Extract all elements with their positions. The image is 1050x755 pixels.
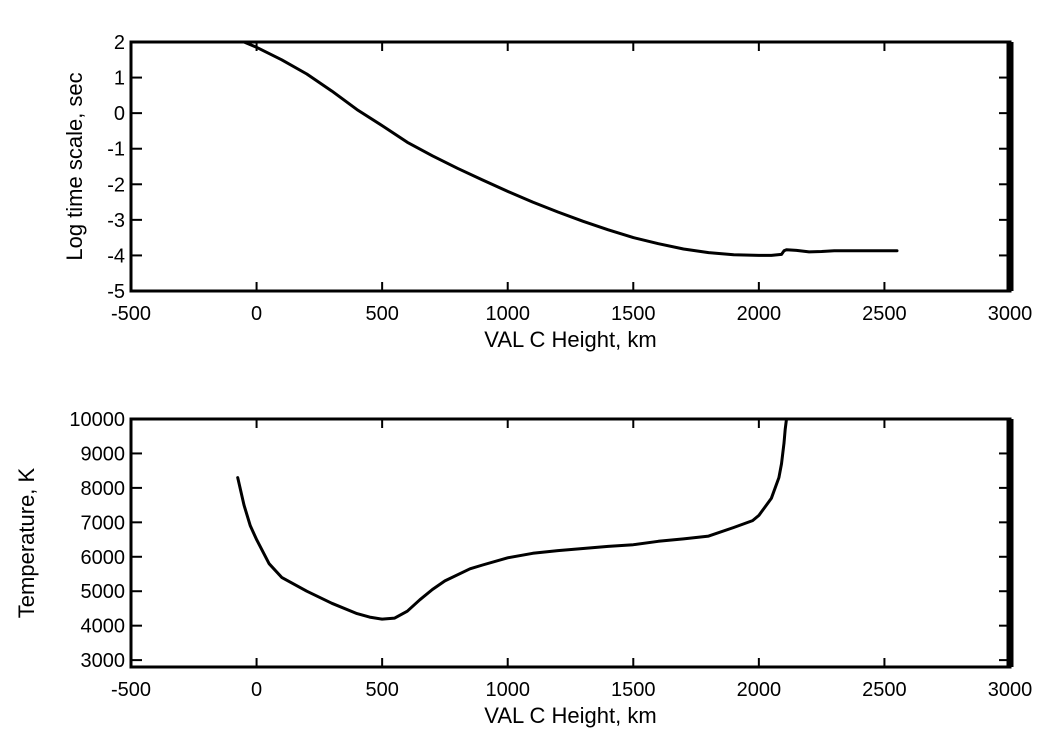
x-tick-label: -500 — [111, 679, 151, 701]
y-axis-label: Log time scale, sec — [62, 72, 87, 260]
y-tick-label: 8000 — [81, 478, 126, 500]
y-tick-label: 2 — [114, 32, 125, 54]
x-tick-label: 500 — [365, 303, 398, 325]
x-tick-label: -500 — [111, 303, 151, 325]
series-line — [236, 417, 788, 621]
x-tick-label: 3000 — [988, 679, 1033, 701]
x-tick-label: 2000 — [737, 679, 782, 701]
x-tick-label: 2500 — [862, 303, 907, 325]
x-tick-label: 3000 — [988, 303, 1033, 325]
x-tick-label: 500 — [365, 679, 398, 701]
y-tick-label: 10000 — [69, 409, 125, 431]
y-tick-label: 6000 — [81, 547, 126, 569]
y-tick-label: 3000 — [81, 650, 126, 672]
plot-frame — [129, 40, 1012, 293]
x-tick-label: 1000 — [485, 679, 530, 701]
y-tick-label: 4000 — [81, 616, 126, 638]
x-tick-label: 0 — [251, 303, 262, 325]
time-scale-panel: -500 0 500 1000 1500 2000 2500 3000 -5 -4 -3 -2 -1 0 1… — [62, 32, 1032, 352]
x-axis-label: VAL C Height, km — [484, 327, 656, 352]
y-tick-label: -5 — [107, 281, 125, 303]
y-tick-label: 7000 — [81, 512, 126, 534]
y-tick-label: 0 — [114, 103, 125, 125]
x-tick-label: 1500 — [611, 679, 656, 701]
x-tick-label: 1500 — [611, 303, 656, 325]
y-tick-label: 1 — [114, 68, 125, 90]
x-axis-label: VAL C Height, km — [484, 703, 656, 728]
y-tick-label: 5000 — [81, 581, 126, 603]
y-tick-label: 9000 — [81, 443, 126, 465]
x-tick-label: 2000 — [737, 303, 782, 325]
x-tick-label: 2500 — [862, 679, 907, 701]
y-tick-label: -2 — [107, 174, 125, 196]
plot-frame — [129, 417, 1012, 669]
temperature-panel: -500 0 500 1000 1500 2000 2500 3000 3000 4000 5000… — [14, 409, 1032, 728]
series-line — [242, 40, 899, 257]
y-axis-label: Temperature, K — [14, 467, 39, 618]
y-tick-label: -3 — [107, 210, 125, 232]
x-tick-label: 1000 — [485, 303, 530, 325]
x-tick-label: 0 — [251, 679, 262, 701]
y-tick-label: -4 — [107, 245, 125, 267]
y-tick-label: -1 — [107, 139, 125, 161]
